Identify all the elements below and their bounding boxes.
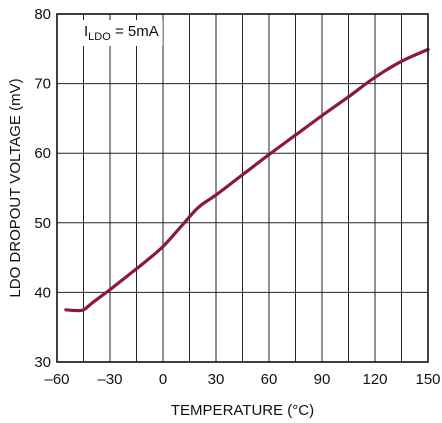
- series-layer: [64, 47, 430, 313]
- y-tick-label: 50: [34, 215, 51, 232]
- y-tick-label: 30: [34, 354, 51, 371]
- annotation-label: ILDO = 5mA: [84, 23, 159, 43]
- annotation-background: [80, 20, 163, 46]
- x-axis-title: TEMPERATURE (°C): [171, 402, 314, 419]
- x-tick-label: 60: [261, 371, 278, 388]
- series-line-0: [64, 47, 430, 313]
- grid-lines: [57, 14, 428, 362]
- x-tick-label: 150: [415, 371, 440, 388]
- x-tick-label: –30: [97, 371, 122, 388]
- x-tick-label: 30: [208, 371, 225, 388]
- y-axis-title: LDO DROPOUT VOLTAGE (mV): [7, 78, 24, 297]
- plot-frame: [56, 13, 429, 363]
- x-tick-label: 120: [362, 371, 387, 388]
- annotation-prefix: I: [84, 23, 88, 40]
- tick-labels: –60 –30 0 30 60 90 120 150 30 40 50 60 70 80: [34, 6, 440, 388]
- y-tick-label: 40: [34, 284, 51, 301]
- x-tick-label: –60: [44, 371, 69, 388]
- annotation-subscript: LDO: [88, 31, 111, 43]
- annotation-box: ILDO = 5mA: [80, 20, 163, 46]
- y-tick-label: 60: [34, 145, 51, 162]
- x-tick-label: 0: [159, 371, 167, 388]
- y-tick-label: 70: [34, 76, 51, 93]
- x-tick-label: 90: [314, 371, 331, 388]
- annotation-suffix: = 5mA: [111, 23, 159, 40]
- y-tick-label: 80: [34, 6, 51, 23]
